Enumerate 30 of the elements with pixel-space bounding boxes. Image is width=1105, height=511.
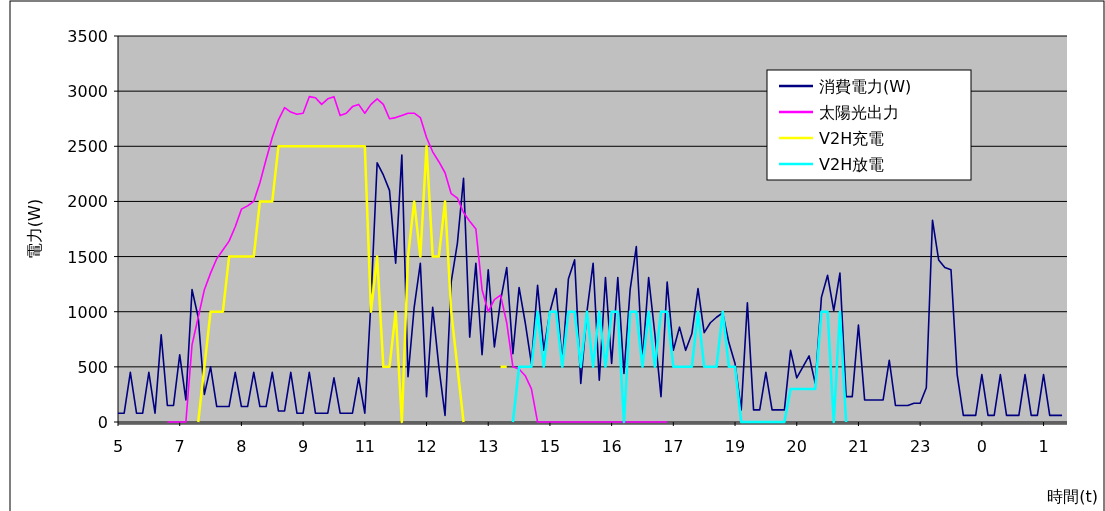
- y-tick-label: 1500: [67, 247, 108, 267]
- legend-label: 消費電力(W): [819, 77, 912, 96]
- x-tick-label: 8: [236, 437, 247, 456]
- x-tick-label: 16: [601, 437, 622, 456]
- y-tick-label: 3500: [67, 27, 108, 46]
- x-tick-label: 15: [539, 437, 561, 456]
- y-tick-label: 0: [97, 413, 108, 432]
- y-tick-label: 2000: [67, 192, 108, 212]
- x-tick-label: 7: [174, 437, 185, 456]
- x-axis-title: 時間(t): [1047, 487, 1098, 506]
- x-tick-label: 20: [786, 437, 807, 456]
- x-tick-label: 19: [724, 437, 746, 456]
- x-tick-label: 21: [848, 437, 869, 456]
- legend-label: 太陽光出力: [819, 103, 899, 122]
- x-tick-label: 1: [1038, 437, 1049, 456]
- x-tick-label: 11: [354, 437, 375, 456]
- y-tick-label: 2500: [67, 137, 108, 157]
- x-tick-label: 13: [478, 437, 499, 456]
- x-tick-label: 0: [976, 437, 987, 456]
- x-tick-label: 5: [112, 437, 124, 456]
- x-tick-label: 9: [298, 437, 309, 456]
- x-tick-label: 12: [416, 437, 437, 456]
- y-tick-label: 1000: [67, 302, 108, 322]
- y-tick-label: 3000: [67, 82, 108, 102]
- legend-label: V2H充電: [819, 129, 885, 148]
- legend-label: V2H放電: [819, 155, 885, 174]
- x-tick-label: 23: [909, 437, 931, 456]
- x-tick-label: 17: [663, 437, 684, 456]
- y-axis-title: 電力(W): [25, 198, 44, 260]
- y-tick-label: 500: [77, 357, 108, 377]
